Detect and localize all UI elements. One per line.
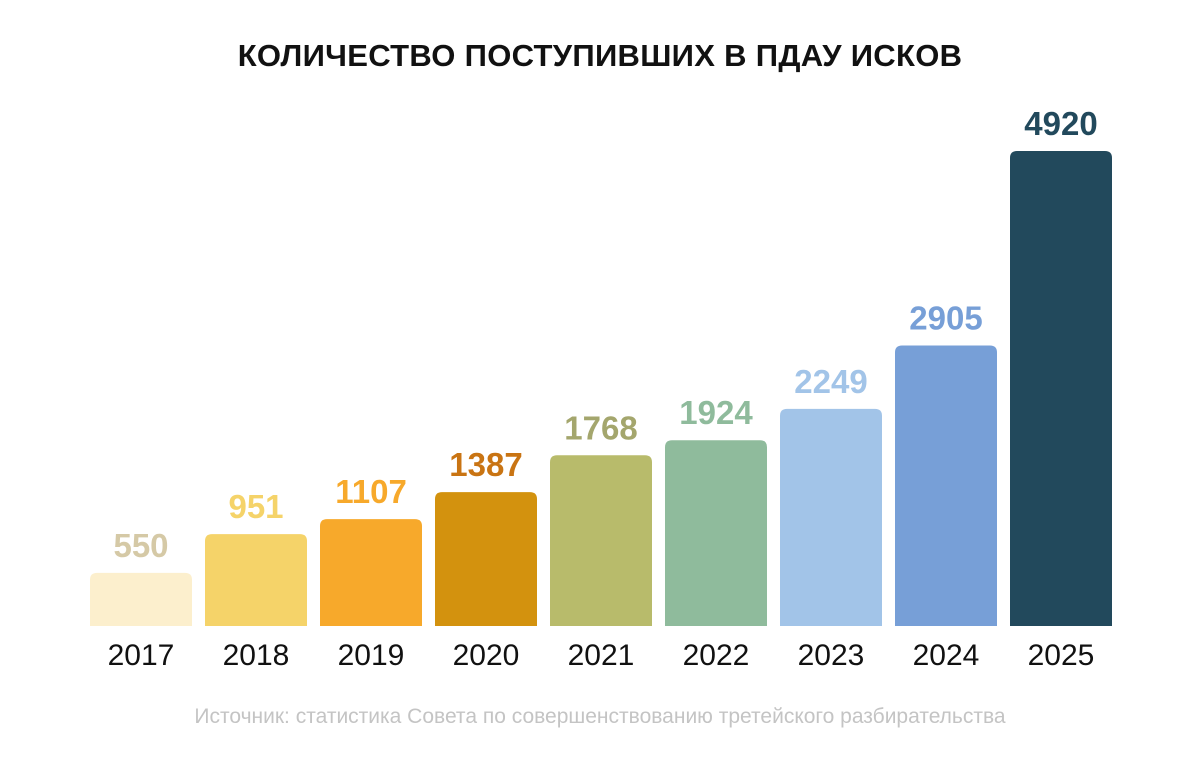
bar-2017 [90,572,192,626]
x-tick-label-2020: 2020 [453,639,520,672]
x-tick-label-2023: 2023 [798,639,865,672]
x-tick-label-2021: 2021 [568,639,635,672]
x-tick-label-2019: 2019 [338,639,405,672]
bar-2022 [665,440,767,626]
value-label-2025: 4920 [1024,105,1097,142]
bar-2021 [550,455,652,626]
bar-2019 [320,519,422,626]
value-label-2024: 2905 [909,300,982,337]
value-label-2022: 1924 [679,394,753,431]
x-tick-label-2022: 2022 [683,639,750,672]
chart-title: КОЛИЧЕСТВО ПОСТУПИВШИХ В ПДАУ ИСКОВ [237,38,963,73]
source-note: Источник: статистика Совета по совершенс… [194,705,1006,728]
bar-2020 [435,492,537,626]
x-tick-label-2018: 2018 [223,639,290,672]
bar-2024 [895,345,997,626]
value-label-2023: 2249 [794,363,867,400]
bar-2018 [205,534,307,626]
value-label-2020: 1387 [449,446,522,483]
value-label-2019: 1107 [335,473,407,510]
x-tick-label-2017: 2017 [108,639,175,672]
bar-2023 [780,408,882,626]
value-label-2018: 951 [228,488,283,525]
bar-2025 [1010,151,1112,626]
x-tick-label-2025: 2025 [1028,639,1095,672]
value-label-2017: 550 [113,527,168,564]
value-label-2021: 1768 [564,409,637,446]
x-tick-label-2024: 2024 [913,639,980,672]
